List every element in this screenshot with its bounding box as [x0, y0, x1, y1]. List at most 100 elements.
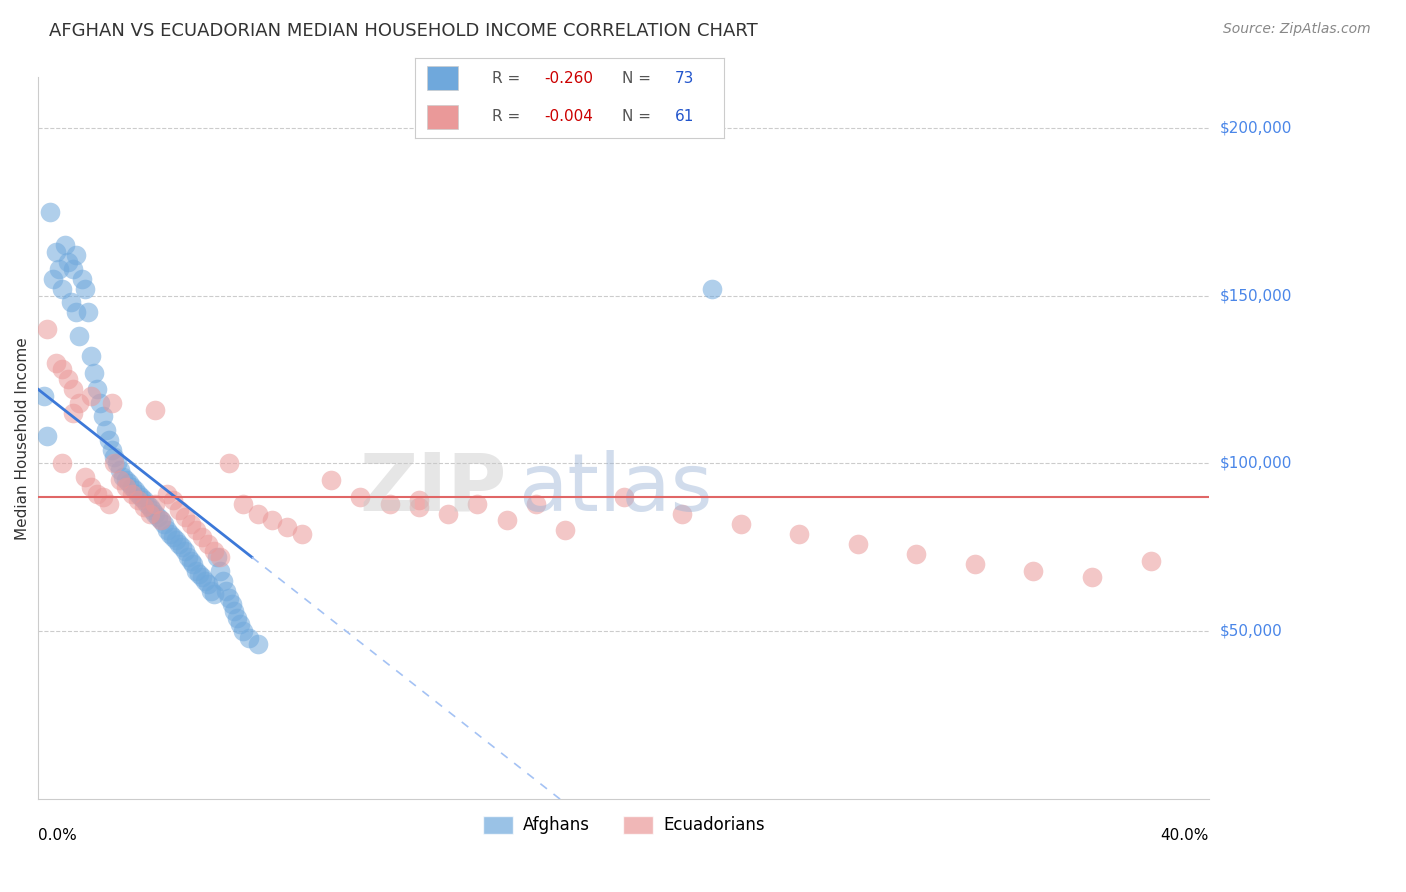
Point: [789, 526, 811, 541]
Point: [262, 513, 284, 527]
Point: [232, 624, 254, 638]
Point: [132, 500, 155, 514]
Point: [319, 473, 342, 487]
Point: [37, 322, 59, 336]
Point: [613, 490, 636, 504]
Point: [211, 574, 233, 588]
Point: [112, 469, 135, 483]
Point: [437, 507, 460, 521]
Point: [197, 577, 219, 591]
Text: N =: N =: [621, 70, 655, 86]
Point: [83, 366, 105, 380]
Point: [48, 261, 70, 276]
Point: [129, 490, 152, 504]
Point: [408, 500, 430, 514]
Bar: [427, 66, 458, 90]
Point: [238, 631, 260, 645]
Point: [97, 433, 120, 447]
Point: [1139, 553, 1161, 567]
Point: [218, 456, 240, 470]
Text: 73: 73: [675, 70, 695, 86]
Point: [145, 507, 167, 521]
Point: [186, 564, 208, 578]
Y-axis label: Median Household Income: Median Household Income: [15, 337, 30, 540]
Point: [127, 486, 149, 500]
Point: [180, 516, 202, 531]
Point: [408, 493, 430, 508]
Point: [162, 493, 184, 508]
Point: [110, 463, 132, 477]
Point: [135, 497, 157, 511]
Point: [100, 396, 122, 410]
Text: -0.004: -0.004: [544, 109, 593, 124]
Text: Source: ZipAtlas.com: Source: ZipAtlas.com: [1223, 22, 1371, 37]
Point: [127, 493, 149, 508]
Text: $100,000: $100,000: [1220, 456, 1292, 471]
Point: [349, 490, 371, 504]
Text: -0.260: -0.260: [544, 70, 593, 86]
Text: R =: R =: [492, 70, 526, 86]
Point: [846, 537, 869, 551]
Point: [191, 570, 214, 584]
Point: [45, 244, 67, 259]
Point: [191, 530, 214, 544]
Point: [148, 510, 170, 524]
Point: [115, 480, 138, 494]
Point: [105, 456, 128, 470]
Text: 0.0%: 0.0%: [38, 828, 77, 843]
Point: [232, 497, 254, 511]
Point: [59, 295, 82, 310]
Point: [39, 204, 62, 219]
Point: [173, 510, 195, 524]
Legend: Afghans, Ecuadorians: Afghans, Ecuadorians: [477, 809, 772, 841]
Point: [224, 604, 246, 618]
Point: [524, 497, 547, 511]
Point: [56, 372, 79, 386]
Point: [1022, 564, 1045, 578]
Text: ZIP: ZIP: [360, 450, 506, 528]
Point: [91, 490, 114, 504]
Point: [86, 486, 108, 500]
Point: [180, 553, 202, 567]
Point: [75, 282, 97, 296]
Bar: [427, 104, 458, 128]
Point: [671, 507, 693, 521]
Point: [100, 442, 122, 457]
Point: [276, 520, 298, 534]
Point: [91, 409, 114, 424]
Point: [42, 272, 65, 286]
Point: [65, 248, 87, 262]
Point: [77, 305, 100, 319]
Point: [62, 406, 84, 420]
Point: [1081, 570, 1104, 584]
Point: [67, 328, 90, 343]
Point: [89, 396, 111, 410]
Point: [226, 610, 249, 624]
Point: [97, 497, 120, 511]
Text: $150,000: $150,000: [1220, 288, 1292, 303]
Point: [173, 543, 195, 558]
Point: [67, 396, 90, 410]
Point: [188, 567, 211, 582]
Point: [75, 469, 97, 483]
Point: [103, 450, 125, 464]
Point: [51, 456, 73, 470]
Point: [56, 255, 79, 269]
Text: $50,000: $50,000: [1220, 624, 1282, 639]
Point: [94, 423, 117, 437]
Point: [80, 480, 103, 494]
Point: [110, 473, 132, 487]
Point: [51, 362, 73, 376]
Point: [70, 272, 93, 286]
Point: [103, 456, 125, 470]
Point: [221, 597, 243, 611]
Point: [65, 305, 87, 319]
Point: [32, 389, 55, 403]
Point: [183, 557, 205, 571]
Point: [138, 500, 160, 514]
Point: [141, 503, 163, 517]
Point: [150, 513, 173, 527]
Point: [167, 503, 190, 517]
Point: [86, 383, 108, 397]
Point: [246, 507, 269, 521]
